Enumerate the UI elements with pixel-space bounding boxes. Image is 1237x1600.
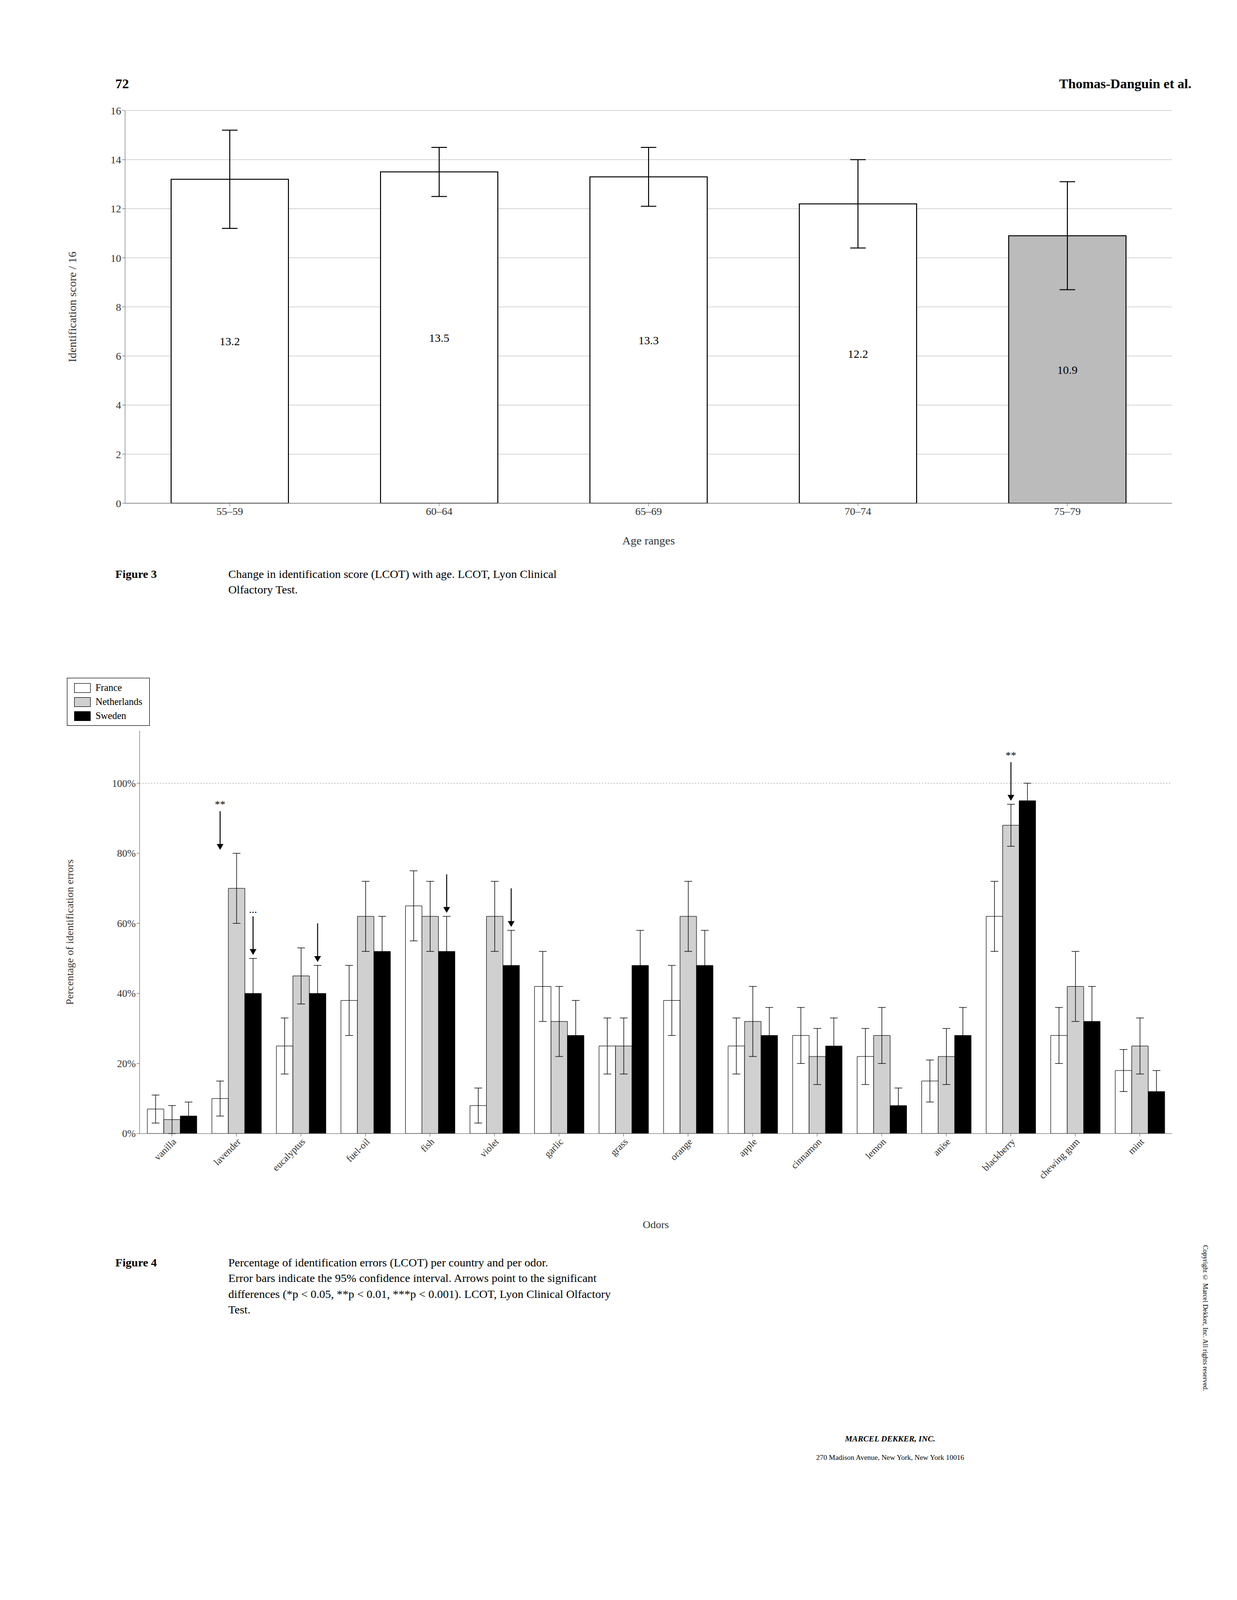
svg-text:13.2: 13.2 (219, 334, 240, 348)
svg-text:75–79: 75–79 (1054, 505, 1081, 518)
html-text:Thomas-Danguin et al.: Thomas-Danguin et al. (1059, 76, 1192, 92)
svg-text:60–64: 60–64 (426, 505, 453, 518)
svg-text:mint: mint (1125, 1135, 1147, 1157)
html-text:France: France (95, 681, 122, 693)
svg-text:**: ** (214, 797, 226, 810)
svg-text:anise: anise (930, 1135, 953, 1158)
svg-text:violet: violet (477, 1135, 501, 1159)
html-text:Sweden: Sweden (95, 710, 127, 721)
svg-text:**: ** (1005, 748, 1017, 762)
html-text:Copyright © Marcel Dekker, Inc: Copyright © Marcel Dekker, Inc. All righ… (1201, 1244, 1209, 1391)
svg-text:lemon: lemon (863, 1135, 889, 1161)
html-text:Netherlands: Netherlands (95, 696, 143, 707)
svg-text:20%: 20% (117, 1057, 137, 1070)
svg-text:orange: orange (667, 1135, 695, 1163)
svg-text:fuel-oil: fuel-oil (344, 1135, 372, 1164)
svg-text:Identification score / 16: Identification score / 16 (65, 251, 79, 363)
svg-text:lavender: lavender (211, 1135, 243, 1167)
svg-text:55–59: 55–59 (216, 505, 244, 518)
svg-text:2: 2 (115, 448, 122, 461)
svg-text:12: 12 (110, 202, 122, 215)
svg-text:12.2: 12.2 (847, 347, 869, 361)
svg-text:100%: 100% (111, 777, 136, 790)
svg-text:apple: apple (736, 1135, 760, 1159)
svg-text:garlic: garlic (541, 1135, 566, 1160)
svg-text:chewing gum: chewing gum (1036, 1135, 1082, 1181)
svg-text:0%: 0% (122, 1127, 136, 1140)
svg-text:Percentage of identification e: Percentage of identification errors (63, 859, 76, 1005)
html-text:Figure 3: Figure 3 (115, 567, 157, 581)
html-text:270 Madison Avenue, New York,: 270 Madison Avenue, New York, New York 1… (816, 1453, 965, 1461)
svg-text:16: 16 (110, 104, 122, 117)
svg-text:13.3: 13.3 (638, 333, 659, 347)
svg-text:40%: 40% (117, 987, 137, 1000)
svg-text:...: ... (249, 903, 258, 916)
html-text:Figure 4: Figure 4 (115, 1255, 157, 1269)
svg-text:13.5: 13.5 (428, 331, 450, 345)
svg-text:10.9: 10.9 (1057, 363, 1078, 377)
svg-text:6: 6 (115, 349, 122, 363)
svg-text:Age ranges: Age ranges (622, 534, 676, 547)
svg-text:blackberry: blackberry (980, 1135, 1018, 1174)
svg-text:Odors: Odors (642, 1218, 669, 1231)
svg-text:0: 0 (115, 497, 122, 510)
svg-text:grass: grass (608, 1135, 631, 1158)
html-text:MARCEL DEKKER, INC.: MARCEL DEKKER, INC. (844, 1433, 936, 1444)
svg-text:14: 14 (110, 153, 122, 166)
html-text:Percentage of identification e: Percentage of identification errors (LCO… (228, 1255, 611, 1316)
svg-text:10: 10 (110, 252, 122, 265)
html-text:72: 72 (115, 76, 129, 92)
svg-text:65–69: 65–69 (635, 505, 663, 518)
svg-text:70–74: 70–74 (844, 505, 872, 518)
html-text:Change in identification score: Change in identification score (LCOT) wi… (228, 567, 557, 596)
svg-text:8: 8 (115, 301, 122, 314)
svg-text:vanilla: vanilla (151, 1135, 178, 1162)
svg-text:60%: 60% (117, 917, 137, 930)
svg-text:4: 4 (115, 398, 122, 412)
svg-text:80%: 80% (117, 847, 137, 859)
svg-text:eucalyptus: eucalyptus (270, 1135, 308, 1174)
svg-text:cinnamon: cinnamon (788, 1135, 824, 1171)
svg-text:fish: fish (418, 1135, 437, 1154)
